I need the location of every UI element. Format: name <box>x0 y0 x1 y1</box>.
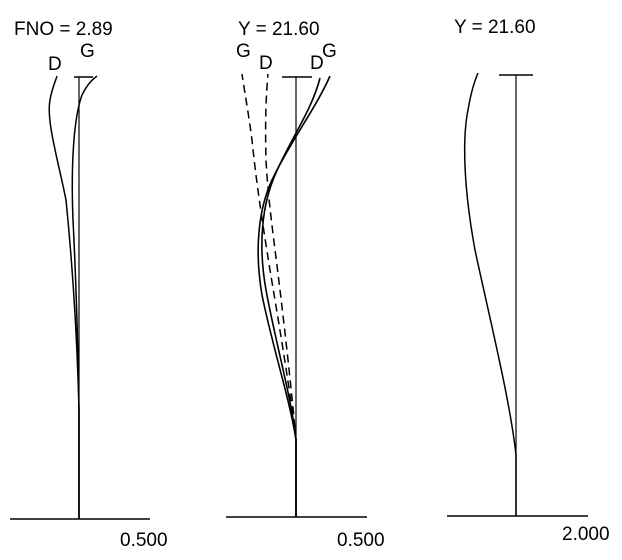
spherical-scale-label: 0.500 <box>120 530 168 551</box>
spherical-curve-d <box>48 75 80 519</box>
distortion-scale-label: 2.000 <box>562 524 610 545</box>
spherical-aberration-panel <box>10 75 150 520</box>
astigmatism-curve-label-g-dashed: G <box>236 41 251 62</box>
astigmatism-curve-label-g-solid: G <box>322 41 337 62</box>
astigmatism-curve-g-solid <box>257 75 331 517</box>
astigmatism-curve-d-dashed <box>264 73 297 441</box>
astigmatism-curve-d-solid <box>261 77 321 517</box>
astigmatism-header: Y = 21.60 <box>238 19 320 40</box>
astigmatism-scale-label: 0.500 <box>337 530 385 551</box>
spherical-curve-label-g: G <box>80 41 95 62</box>
spherical-curve-label-d: D <box>48 54 62 75</box>
astigmatism-panel <box>226 73 367 518</box>
distortion-panel <box>447 72 588 517</box>
distortion-curve <box>463 72 517 516</box>
spherical-header: FNO = 2.89 <box>14 19 113 40</box>
astigmatism-curve-label-d-dashed: D <box>259 53 273 74</box>
astigmatism-curve-g-dashed <box>241 73 297 441</box>
spherical-curve-g <box>71 75 98 519</box>
astigmatism-curve-label-d-solid: D <box>310 53 324 74</box>
distortion-header: Y = 21.60 <box>454 17 536 38</box>
